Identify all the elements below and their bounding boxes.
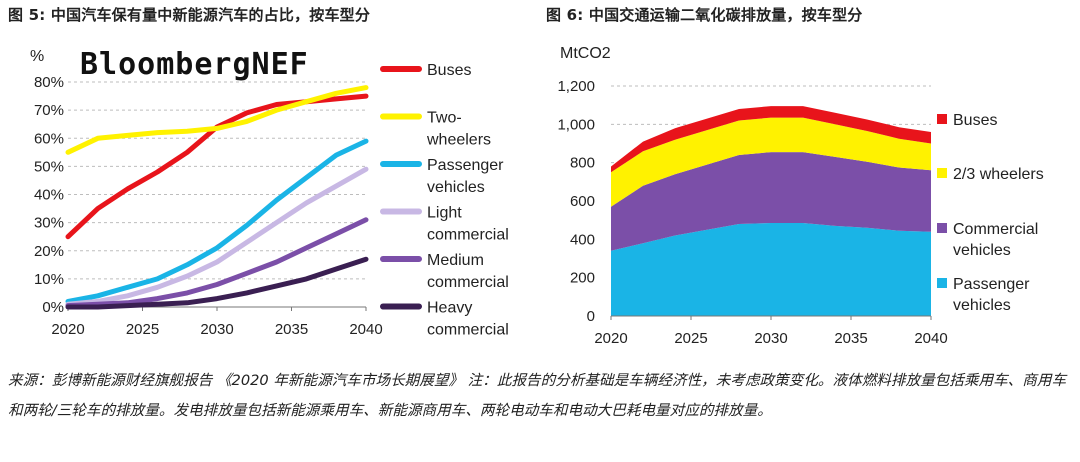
legend-label: commercial — [427, 322, 509, 339]
legend-label: Light — [427, 205, 462, 222]
y-tick-label: 10% — [34, 271, 64, 288]
legend-label: Heavy — [427, 300, 472, 317]
legend-label: Buses — [427, 62, 471, 79]
y-tick-label: 400 — [570, 231, 595, 248]
x-tick-label: 2025 — [126, 321, 159, 338]
legend-swatch — [937, 278, 947, 288]
series-line-1 — [65, 85, 369, 155]
x-tick-label: 2035 — [834, 330, 867, 347]
legend-label: vehicles — [953, 242, 1011, 259]
left-chart-title: 图 5: 中国汽车保有量中新能源汽车的占比，按车型分 — [8, 6, 371, 24]
legend-label: 2/3 wheelers — [953, 166, 1044, 183]
left-chart: 0% 10% 20% 30% 40% 50% 60% 70% 80% 2020 2025 2030 20… — [30, 47, 509, 339]
y-tick-label: 0 — [587, 308, 595, 325]
legend-label: Passenger — [427, 157, 504, 174]
series-line-5 — [65, 256, 369, 310]
x-tick-label: 2040 — [349, 321, 382, 338]
y-axis-unit: MtCO2 — [560, 45, 611, 62]
legend-label: commercial — [427, 274, 509, 291]
y-tick-label: 60% — [34, 130, 64, 147]
y-axis-unit: % — [30, 48, 44, 65]
area-layer-3 — [611, 106, 931, 173]
right-chart-title: 图 6: 中国交通运输二氧化碳排放量，按车型分 — [546, 6, 863, 24]
x-tick-label: 2030 — [200, 321, 233, 338]
x-tick-label: 2020 — [594, 330, 627, 347]
area-layer-1 — [611, 152, 931, 251]
y-tick-label: 80% — [34, 74, 64, 91]
series-line-4 — [65, 217, 369, 309]
y-tick-label: 20% — [34, 243, 64, 260]
y-tick-label: 600 — [570, 193, 595, 210]
legend-swatch — [937, 168, 947, 178]
legend-swatch — [937, 223, 947, 233]
y-tick-label: 800 — [570, 155, 595, 172]
legend-label: Buses — [953, 112, 997, 129]
legend-label: Medium — [427, 252, 484, 269]
y-tick-label: 50% — [34, 158, 64, 175]
y-tick-label: 1,000 — [557, 116, 595, 133]
y-tick-label: 30% — [34, 215, 64, 232]
x-tick-label: 2040 — [914, 330, 947, 347]
legend-swatch — [937, 114, 947, 124]
y-tick-label: 70% — [34, 102, 64, 119]
series-line-3 — [65, 166, 369, 307]
area-layer-0 — [611, 223, 931, 316]
y-tick-label: 0% — [42, 299, 64, 316]
x-tick-label: 2020 — [51, 321, 84, 338]
source-note: 来源：彭博新能源财经旗舰报告 《2020 年新能源汽车市场长期展望》 注：此报告… — [8, 372, 1067, 419]
x-tick-label: 2030 — [754, 330, 787, 347]
y-tick-label: 200 — [570, 270, 595, 287]
y-tick-label: 1,200 — [557, 78, 595, 95]
y-tick-label: 40% — [34, 187, 64, 204]
series-line-2 — [65, 138, 369, 304]
area-layer-2 — [611, 117, 931, 207]
legend-label: Two- — [427, 110, 462, 127]
x-tick-label: 2035 — [275, 321, 308, 338]
brand-watermark: BloombergNEF — [80, 47, 309, 82]
legend-label: Passenger — [953, 276, 1030, 293]
right-chart: 0 200 400 600 800 1,000 1,200 MtCO2 2020 2025 2030… — [557, 45, 1043, 347]
legend-label: Commercial — [953, 221, 1038, 238]
legend-label: vehicles — [427, 179, 485, 196]
legend-label: vehicles — [953, 297, 1011, 314]
legend-label: commercial — [427, 227, 509, 244]
legend-label: wheelers — [426, 132, 491, 149]
x-tick-label: 2025 — [674, 330, 707, 347]
